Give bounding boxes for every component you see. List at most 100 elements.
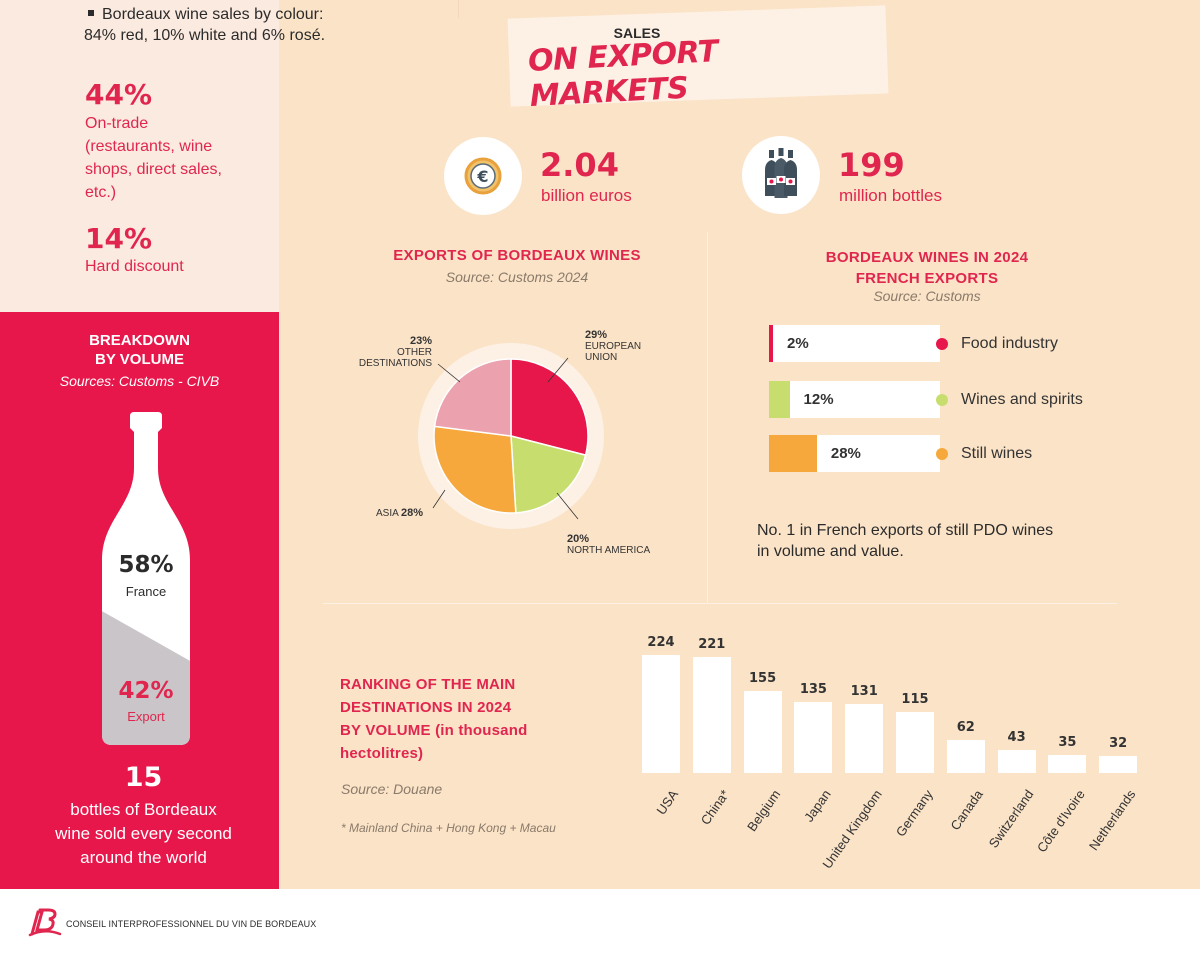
export-volume-unit: million bottles — [839, 186, 942, 205]
hbar-fill — [769, 325, 773, 362]
hbar-category-label: Food industry — [961, 335, 1058, 352]
bottles-text-line: around the world — [80, 848, 207, 867]
france-percentage: 58% — [118, 552, 174, 578]
export-label: Export — [127, 709, 165, 724]
divider — [458, 0, 459, 18]
ranking-title-line: DESTINATIONS IN 2024 — [340, 699, 512, 716]
bottle-export-fill — [102, 610, 190, 745]
pie-category-asia: ASIA — [376, 508, 399, 519]
french-exports-source: Source: Customs — [873, 288, 981, 304]
civb-logo-icon — [28, 908, 62, 937]
ranking-bar — [692, 656, 731, 773]
hbar-value-label: 28% — [830, 445, 861, 462]
wine-bottle-graphic — [102, 412, 190, 745]
pie-slices — [433, 358, 589, 514]
pie-category-na: NORTH AMERICA — [567, 545, 651, 556]
legend-dot — [936, 338, 948, 350]
ranking-bar — [1099, 756, 1138, 773]
ranking-title-line: RANKING OF THE MAIN — [340, 676, 516, 693]
pie-slice-european-union — [510, 358, 589, 457]
france-label: France — [125, 584, 167, 599]
hbar-track — [769, 325, 940, 362]
ranking-footnote: * Mainland China + Hong Kong + Macau — [341, 821, 556, 835]
pie-leader-asia — [432, 489, 446, 509]
bottles-per-second-text: bottles of Bordeaux wine sold every seco… — [0, 798, 287, 870]
pie-label-other: 23% OTHER DESTINATIONS — [340, 335, 432, 370]
french-exports-title: BORDEAUX WINES IN 2024 FRENCH EXPORTS — [760, 247, 1094, 289]
pie-value-asia: 28% — [401, 507, 424, 519]
on-trade-label-line: (restaurants, wine — [85, 138, 213, 155]
ranking-bar-value: 32 — [1109, 736, 1128, 752]
ranking-bar — [1048, 754, 1087, 773]
ranking-bar-value: 221 — [698, 636, 726, 652]
export-value-number: 2.04 — [540, 146, 619, 184]
pie-label-na: 20% NORTH AMERICA — [567, 533, 651, 557]
bottles-text-line: bottles of Bordeaux — [70, 800, 217, 819]
on-trade-percentage: 44% — [85, 78, 153, 111]
export-percentage: 42% — [118, 678, 174, 704]
footer — [0, 889, 1200, 957]
ranking-bar-value: 115 — [901, 692, 929, 708]
french-exports-title-line2: FRENCH EXPORTS — [855, 270, 999, 287]
pie-value-na: 20% — [567, 533, 590, 545]
breakdown-title-line1: BREAKDOWN — [89, 332, 190, 349]
legend-dot — [936, 448, 948, 460]
hbar-fill — [769, 435, 817, 472]
french-exports-note-line2: in volume and value. — [757, 543, 904, 560]
wine-bottles-graphic — [765, 148, 797, 198]
ranking-bar — [946, 740, 985, 773]
export-value-unit: billion euros — [541, 186, 632, 205]
pie-leader-eu — [547, 357, 569, 383]
breakdown-title-line2: BY VOLUME — [95, 351, 184, 368]
breakdown-title: BREAKDOWN BY VOLUME — [0, 331, 279, 369]
ranking-source: Source: Douane — [341, 781, 443, 797]
on-trade-label-line: etc.) — [85, 184, 117, 201]
bottles-text-line: wine sold every second — [55, 824, 232, 843]
ranking-bar — [743, 691, 782, 773]
pie-section-title: EXPORTS OF BORDEAUX WINES — [393, 247, 641, 264]
french-exports-title-line1: BORDEAUX WINES IN 2024 — [825, 249, 1029, 266]
ranking-bar — [997, 750, 1036, 773]
ranking-bar-value: 43 — [1007, 730, 1026, 746]
colour-sales-bullet: Bordeaux wine sales by colour: 84% red, … — [84, 4, 372, 46]
on-trade-label-line: shops, direct sales, — [85, 161, 222, 178]
on-trade-label: On-trade (restaurants, wine shops, direc… — [85, 112, 265, 204]
on-trade-label-line: On-trade — [85, 115, 149, 132]
pie-slice-asia — [433, 425, 517, 514]
legend-dot — [936, 394, 948, 406]
ranking-bar — [896, 712, 934, 773]
ranking-bar-value: 155 — [749, 671, 777, 687]
pie-value-eu: 29% — [585, 329, 608, 341]
hbar-category-label: Still wines — [961, 445, 1033, 462]
bottles-per-second-number: 15 — [124, 762, 163, 793]
hbar-fill — [769, 381, 790, 418]
ranking-bar-value: 131 — [850, 683, 878, 699]
header-small-title: SALES — [613, 25, 661, 41]
horizontal-divider — [323, 603, 1117, 604]
ranking-bar — [642, 655, 680, 773]
pie-category-eu: EUROPEAN UNION — [585, 341, 642, 363]
ranking-title: RANKING OF THE MAIN DESTINATIONS IN 2024… — [340, 673, 527, 765]
hbar-category-label: Wines and spirits — [961, 391, 1083, 408]
colour-sales-line1: Bordeaux wine sales by colour: — [102, 6, 324, 23]
ranking-title-line: BY VOLUME (in thousand — [340, 722, 528, 739]
left-info-panel — [0, 0, 279, 312]
ranking-bar-value: 135 — [799, 681, 827, 697]
pie-value-other: 23% — [409, 335, 432, 347]
pie-category-other: OTHER DESTINATIONS — [358, 347, 432, 369]
hard-discount-label: Hard discount — [85, 258, 184, 275]
breakdown-source: Sources: Customs - CIVB — [59, 373, 220, 389]
ranking-bar-value: 224 — [647, 635, 675, 650]
exports-pie-chart — [418, 343, 604, 529]
footer-org-name: CONSEIL INTERPROFESSIONNEL DU VIN DE BOR… — [66, 919, 317, 929]
ranking-title-line: hectolitres) — [340, 745, 424, 762]
hard-discount-percentage: 14% — [85, 222, 153, 255]
colour-sales-line2: 84% red, 10% white and 6% rosé. — [84, 27, 326, 44]
svg-text:€: € — [476, 167, 488, 186]
hbar-track — [769, 381, 940, 418]
pie-slice-north-america — [510, 435, 587, 514]
french-exports-note: No. 1 in French exports of still PDO win… — [757, 520, 1053, 562]
pie-slice-other-destinations — [433, 358, 512, 437]
pie-leader-other — [437, 363, 461, 383]
wine-bottles-icon — [742, 136, 820, 214]
